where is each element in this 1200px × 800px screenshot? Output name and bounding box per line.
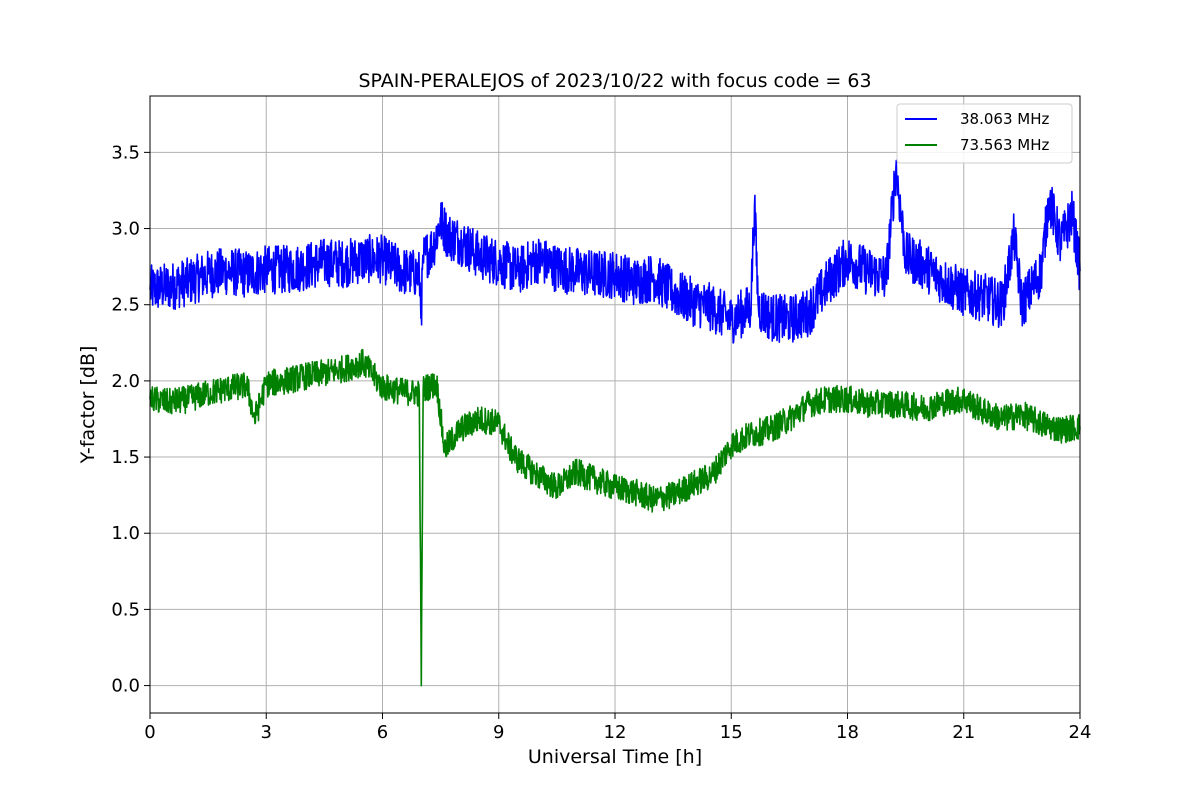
y-tick-label: 2.5 — [111, 295, 140, 316]
legend: 38.063 MHz 73.563 MHz — [896, 103, 1073, 164]
series-layer — [149, 159, 1081, 687]
y-tick-label: 1.5 — [111, 447, 140, 468]
legend-label: 38.063 MHz — [960, 110, 1049, 128]
x-tick-label: 24 — [1069, 722, 1092, 743]
x-tick-label: 9 — [493, 722, 504, 743]
x-axis-label: Universal Time [h] — [528, 746, 702, 768]
y-tick-label: 0.5 — [111, 599, 140, 620]
x-tick-label: 15 — [720, 722, 743, 743]
x-tick-label: 18 — [836, 722, 859, 743]
x-tick-label: 6 — [377, 722, 388, 743]
legend-label: 73.563 MHz — [960, 136, 1049, 154]
series-line-2 — [149, 348, 1081, 687]
y-tick-label: 3.0 — [111, 219, 140, 240]
y-axis-label: Y-factor [dB] — [77, 346, 99, 465]
y-tick-label: 3.5 — [111, 142, 140, 163]
y-tick-label: 2.0 — [111, 371, 140, 392]
x-axis-ticks: 0 3 6 9 12 15 18 21 24 — [144, 713, 1091, 743]
y-axis-ticks: 0.0 0.5 1.0 1.5 2.0 2.5 3.0 3.5 — [111, 142, 150, 697]
chart-title: SPAIN-PERALEJOS of 2023/10/22 with focus… — [358, 70, 871, 92]
legend-box — [896, 103, 1073, 164]
x-tick-label: 0 — [144, 722, 155, 743]
y-tick-label: 1.0 — [111, 523, 140, 544]
series-line-1 — [149, 159, 1081, 344]
y-tick-label: 0.0 — [111, 676, 140, 697]
x-tick-label: 12 — [604, 722, 627, 743]
x-tick-label: 21 — [952, 722, 975, 743]
x-tick-label: 3 — [261, 722, 272, 743]
